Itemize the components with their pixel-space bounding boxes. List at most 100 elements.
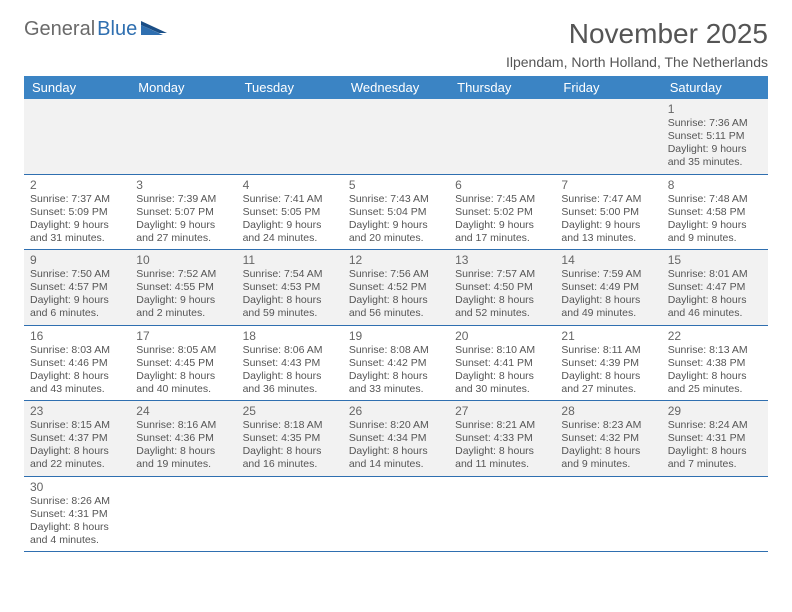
day-number: 5	[349, 178, 443, 192]
sunrise-line: Sunrise: 7:57 AM	[455, 268, 549, 281]
sunset-line: Sunset: 4:43 PM	[243, 357, 337, 370]
sunrise-line: Sunrise: 8:11 AM	[561, 344, 655, 357]
sunset-line: Sunset: 4:50 PM	[455, 281, 549, 294]
daylight-line: Daylight: 8 hours and 52 minutes.	[455, 294, 549, 320]
weekday-header: Thursday	[449, 76, 555, 99]
daylight-line: Daylight: 8 hours and 59 minutes.	[243, 294, 337, 320]
sunrise-line: Sunrise: 7:50 AM	[30, 268, 124, 281]
sunrise-line: Sunrise: 7:48 AM	[668, 193, 762, 206]
sunrise-line: Sunrise: 7:37 AM	[30, 193, 124, 206]
sunrise-line: Sunrise: 7:56 AM	[349, 268, 443, 281]
calendar-day-cell: 12Sunrise: 7:56 AMSunset: 4:52 PMDayligh…	[343, 250, 449, 326]
page-subtitle: Ilpendam, North Holland, The Netherlands	[506, 54, 768, 70]
calendar-week-row: 2Sunrise: 7:37 AMSunset: 5:09 PMDaylight…	[24, 174, 768, 250]
calendar-day-cell: 1Sunrise: 7:36 AMSunset: 5:11 PMDaylight…	[662, 99, 768, 174]
calendar-day-cell: 20Sunrise: 8:10 AMSunset: 4:41 PMDayligh…	[449, 325, 555, 401]
weekday-header: Monday	[130, 76, 236, 99]
day-number: 12	[349, 253, 443, 267]
calendar-day-cell: 7Sunrise: 7:47 AMSunset: 5:00 PMDaylight…	[555, 174, 661, 250]
calendar-day-cell	[24, 99, 130, 174]
day-number: 3	[136, 178, 230, 192]
calendar-day-cell: 26Sunrise: 8:20 AMSunset: 4:34 PMDayligh…	[343, 401, 449, 477]
day-number: 11	[243, 253, 337, 267]
sunrise-line: Sunrise: 8:24 AM	[668, 419, 762, 432]
weekday-header: Friday	[555, 76, 661, 99]
daylight-line: Daylight: 9 hours and 31 minutes.	[30, 219, 124, 245]
calendar-day-cell: 11Sunrise: 7:54 AMSunset: 4:53 PMDayligh…	[237, 250, 343, 326]
daylight-line: Daylight: 8 hours and 14 minutes.	[349, 445, 443, 471]
sunset-line: Sunset: 4:31 PM	[30, 508, 124, 521]
sunrise-line: Sunrise: 8:03 AM	[30, 344, 124, 357]
sunset-line: Sunset: 5:04 PM	[349, 206, 443, 219]
day-number: 14	[561, 253, 655, 267]
daylight-line: Daylight: 8 hours and 11 minutes.	[455, 445, 549, 471]
day-number: 10	[136, 253, 230, 267]
day-number: 1	[668, 102, 762, 116]
sunset-line: Sunset: 4:38 PM	[668, 357, 762, 370]
calendar-day-cell	[555, 476, 661, 552]
sunset-line: Sunset: 4:45 PM	[136, 357, 230, 370]
calendar-day-cell: 24Sunrise: 8:16 AMSunset: 4:36 PMDayligh…	[130, 401, 236, 477]
day-number: 28	[561, 404, 655, 418]
calendar-day-cell: 8Sunrise: 7:48 AMSunset: 4:58 PMDaylight…	[662, 174, 768, 250]
day-number: 18	[243, 329, 337, 343]
day-number: 24	[136, 404, 230, 418]
sunset-line: Sunset: 4:32 PM	[561, 432, 655, 445]
calendar-day-cell: 30Sunrise: 8:26 AMSunset: 4:31 PMDayligh…	[24, 476, 130, 552]
day-number: 13	[455, 253, 549, 267]
calendar-day-cell	[343, 99, 449, 174]
day-number: 21	[561, 329, 655, 343]
day-number: 30	[30, 480, 124, 494]
sunrise-line: Sunrise: 7:41 AM	[243, 193, 337, 206]
day-number: 8	[668, 178, 762, 192]
brand-logo: GeneralBlue	[24, 18, 167, 41]
sunset-line: Sunset: 5:09 PM	[30, 206, 124, 219]
sunrise-line: Sunrise: 8:26 AM	[30, 495, 124, 508]
sunset-line: Sunset: 4:35 PM	[243, 432, 337, 445]
sunset-line: Sunset: 4:37 PM	[30, 432, 124, 445]
calendar-day-cell	[130, 476, 236, 552]
calendar-header-row: SundayMondayTuesdayWednesdayThursdayFrid…	[24, 76, 768, 99]
day-number: 15	[668, 253, 762, 267]
calendar-day-cell: 18Sunrise: 8:06 AMSunset: 4:43 PMDayligh…	[237, 325, 343, 401]
sunrise-line: Sunrise: 7:39 AM	[136, 193, 230, 206]
sunset-line: Sunset: 4:33 PM	[455, 432, 549, 445]
sunrise-line: Sunrise: 8:21 AM	[455, 419, 549, 432]
sunset-line: Sunset: 4:41 PM	[455, 357, 549, 370]
calendar-day-cell: 21Sunrise: 8:11 AMSunset: 4:39 PMDayligh…	[555, 325, 661, 401]
calendar-day-cell: 10Sunrise: 7:52 AMSunset: 4:55 PMDayligh…	[130, 250, 236, 326]
daylight-line: Daylight: 8 hours and 22 minutes.	[30, 445, 124, 471]
daylight-line: Daylight: 8 hours and 16 minutes.	[243, 445, 337, 471]
day-number: 19	[349, 329, 443, 343]
sunset-line: Sunset: 5:00 PM	[561, 206, 655, 219]
daylight-line: Daylight: 8 hours and 9 minutes.	[561, 445, 655, 471]
daylight-line: Daylight: 8 hours and 40 minutes.	[136, 370, 230, 396]
brand-part1: General	[24, 18, 95, 41]
calendar-day-cell: 6Sunrise: 7:45 AMSunset: 5:02 PMDaylight…	[449, 174, 555, 250]
day-number: 22	[668, 329, 762, 343]
calendar-day-cell: 29Sunrise: 8:24 AMSunset: 4:31 PMDayligh…	[662, 401, 768, 477]
calendar-week-row: 23Sunrise: 8:15 AMSunset: 4:37 PMDayligh…	[24, 401, 768, 477]
sunrise-line: Sunrise: 8:01 AM	[668, 268, 762, 281]
sunrise-line: Sunrise: 8:18 AM	[243, 419, 337, 432]
day-number: 27	[455, 404, 549, 418]
calendar-week-row: 9Sunrise: 7:50 AMSunset: 4:57 PMDaylight…	[24, 250, 768, 326]
header-bar: GeneralBlue November 2025 Ilpendam, Nort…	[24, 18, 768, 70]
daylight-line: Daylight: 9 hours and 9 minutes.	[668, 219, 762, 245]
calendar-day-cell: 17Sunrise: 8:05 AMSunset: 4:45 PMDayligh…	[130, 325, 236, 401]
sunset-line: Sunset: 5:05 PM	[243, 206, 337, 219]
daylight-line: Daylight: 8 hours and 19 minutes.	[136, 445, 230, 471]
sunset-line: Sunset: 4:58 PM	[668, 206, 762, 219]
calendar-day-cell	[449, 99, 555, 174]
daylight-line: Daylight: 8 hours and 27 minutes.	[561, 370, 655, 396]
sunset-line: Sunset: 4:36 PM	[136, 432, 230, 445]
sunset-line: Sunset: 4:49 PM	[561, 281, 655, 294]
day-number: 9	[30, 253, 124, 267]
daylight-line: Daylight: 9 hours and 35 minutes.	[668, 143, 762, 169]
day-number: 7	[561, 178, 655, 192]
sunrise-line: Sunrise: 7:43 AM	[349, 193, 443, 206]
daylight-line: Daylight: 8 hours and 46 minutes.	[668, 294, 762, 320]
sunrise-line: Sunrise: 7:54 AM	[243, 268, 337, 281]
calendar-week-row: 16Sunrise: 8:03 AMSunset: 4:46 PMDayligh…	[24, 325, 768, 401]
day-number: 29	[668, 404, 762, 418]
